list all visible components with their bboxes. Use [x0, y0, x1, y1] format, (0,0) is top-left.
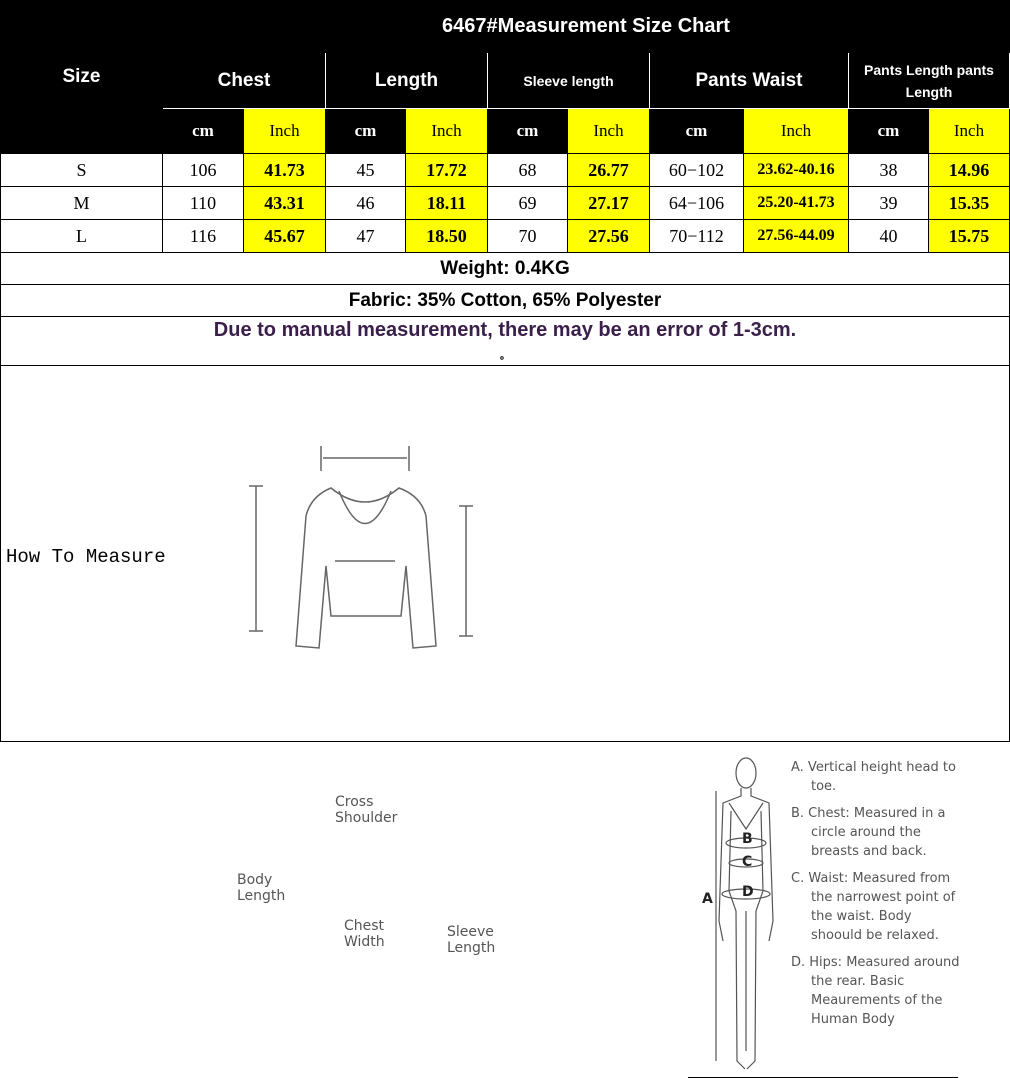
unit-inch: Inch [927, 108, 1010, 154]
sleeve-length-label: Sleeve Length [447, 924, 496, 956]
waist-inch: 27.56-44.09 [743, 219, 849, 253]
body-note: A. Vertical height head to toe. [791, 760, 956, 794]
sleeve-cm: 70 [487, 219, 568, 253]
note-text: Due to manual measurement, there may be … [213, 319, 797, 341]
sleeve-inch: 26.77 [567, 153, 650, 187]
table-row: L 116 45.67 47 18.50 70 27.56 70−112 27.… [0, 219, 1010, 253]
sleeve-inch: 27.56 [567, 219, 650, 253]
unit-cm: cm [487, 108, 568, 154]
fabric-info: Fabric: 35% Cotton, 65% Polyester [0, 284, 1010, 317]
unit-inch: Inch [567, 108, 650, 154]
unit-cm: cm [848, 108, 929, 154]
human-body-diagram [715, 757, 774, 1070]
length-inch: 17.72 [405, 153, 488, 187]
size-cell: S [0, 153, 163, 187]
waist-inch: 25.20-41.73 [743, 186, 849, 220]
chest-header: Chest [162, 52, 326, 109]
chart-title: 6467#Measurement Size Chart [161, 0, 1010, 53]
chest-cm: 110 [162, 186, 244, 220]
length-header: Length [325, 52, 488, 109]
pants-length-cm: 39 [848, 186, 929, 220]
pants-length-inch: 15.35 [927, 186, 1010, 220]
chest-inch: 41.73 [243, 153, 326, 187]
label-d: D [742, 884, 754, 900]
size-cell: L [0, 219, 163, 253]
chest-inch: 43.31 [243, 186, 326, 220]
waist-cm: 64−106 [649, 186, 744, 220]
length-inch: 18.50 [405, 219, 488, 253]
body-length-label: Body Length [237, 872, 286, 904]
unit-inch: Inch [743, 108, 849, 154]
how-to-measure-label: How To Measure [6, 546, 166, 568]
length-cm: 46 [325, 186, 406, 220]
waist-cm: 60−102 [649, 153, 744, 187]
unit-inch: Inch [405, 108, 488, 154]
body-note: C. Waist: Measured from the narrowest po… [791, 871, 956, 943]
pants-waist-header: Pants Waist [649, 52, 849, 109]
unit-cm: cm [649, 108, 744, 154]
body-note: B. Chest: Measured in a circle around th… [791, 806, 946, 859]
chest-cm: 116 [162, 219, 244, 253]
pants-length-cm: 40 [848, 219, 929, 253]
sleeve-cm: 68 [487, 153, 568, 187]
length-cm: 45 [325, 153, 406, 187]
sleeve-header: Sleeve length [487, 52, 650, 109]
garment-diagram [249, 446, 473, 649]
chest-width-label: Chest Width [344, 918, 385, 950]
weight-info: Weight: 0.4KG [0, 252, 1010, 285]
sleeve-inch: 27.17 [567, 186, 650, 220]
label-c: C [742, 854, 753, 870]
waist-cm: 70−112 [649, 219, 744, 253]
table-row: M 110 43.31 46 18.11 69 27.17 64−106 25.… [0, 186, 1010, 220]
body-notes: A. Vertical height head to toe. B. Chest… [791, 758, 961, 1037]
label-a: A [702, 891, 713, 907]
unit-cm: cm [325, 108, 406, 154]
chest-inch: 45.67 [243, 219, 326, 253]
size-header: Size [0, 0, 163, 154]
unit-inch: Inch [243, 108, 326, 154]
pants-length-inch: 15.75 [927, 219, 1010, 253]
body-note: D. Hips: Measured around the rear. Basic… [791, 955, 960, 1027]
pants-length-inch: 14.96 [927, 153, 1010, 187]
table-row: S 106 41.73 45 17.72 68 26.77 60−102 23.… [0, 153, 1010, 187]
cross-shoulder-label: Cross Shoulder [335, 794, 398, 826]
waist-inch: 23.62-40.16 [743, 153, 849, 187]
how-to-measure-section: How To Measure Cross Shoulder Body Lengt… [0, 365, 1010, 1078]
length-cm: 47 [325, 219, 406, 253]
note-mark: 。 [500, 351, 510, 362]
measurement-note: Due to manual measurement, there may be … [0, 316, 1010, 366]
unit-cm: cm [162, 108, 244, 154]
pants-length-header: Pants Length pants Length [847, 52, 1010, 109]
pants-length-cm: 38 [848, 153, 929, 187]
label-b: B [742, 831, 753, 847]
sleeve-cm: 69 [487, 186, 568, 220]
length-inch: 18.11 [405, 186, 488, 220]
size-cell: M [0, 186, 163, 220]
chest-cm: 106 [162, 153, 244, 187]
